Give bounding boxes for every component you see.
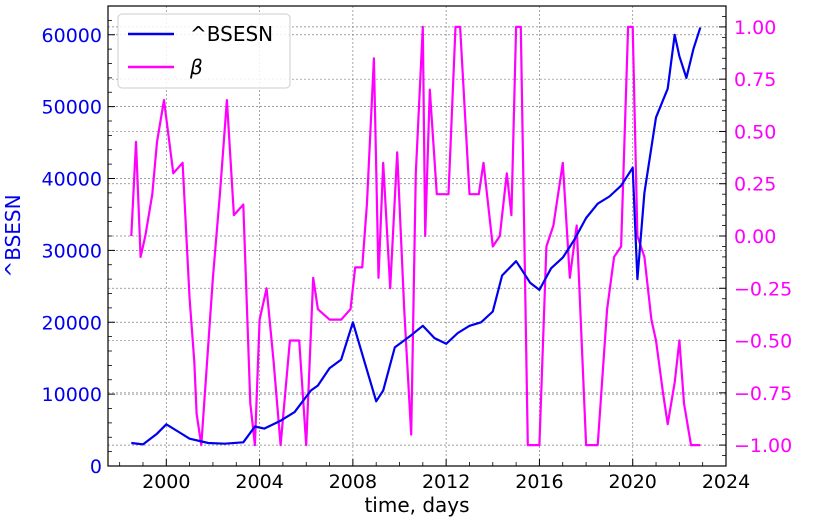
series-line-bsesn (131, 27, 702, 446)
axis-ticks: 2000 2004 2008 2012 2016 2020 2024 0 10000 20000 3… (42, 16, 792, 493)
y-left-tick-label: 0 (90, 456, 102, 478)
y-left-tick-label: 60000 (42, 25, 102, 47)
x-tick-label: 2016 (515, 471, 563, 493)
y-right-tick-label: −0.75 (734, 383, 792, 405)
x-tick-label: 2004 (235, 471, 283, 493)
x-tick-label: 2000 (142, 471, 190, 493)
x-axis-label: time, days (364, 493, 469, 517)
y-left-tick-label: 10000 (42, 384, 102, 406)
y-right-tick-label: 0.50 (734, 121, 776, 143)
y-right-tick-label: −1.00 (734, 435, 792, 457)
y-right-tick-label: −0.50 (734, 331, 792, 353)
x-tick-label: 2012 (422, 471, 470, 493)
y-left-tick-label: 40000 (42, 169, 102, 191)
y-right-tick-label: −0.25 (734, 278, 792, 300)
y-right-tick-label: 0.25 (734, 174, 776, 196)
legend-label-beta: β (189, 55, 203, 79)
y-left-axis-label: ^BSESN (1, 194, 25, 277)
y-right-tick-label: 0.75 (734, 69, 776, 91)
y-left-tick-label: 30000 (42, 240, 102, 262)
legend-box (117, 13, 291, 89)
x-tick-label: 2008 (329, 471, 377, 493)
legend: ^BSESN β (117, 13, 291, 89)
x-tick-label: 2020 (609, 471, 657, 493)
series-lines (130, 25, 702, 447)
y-right-tick-label: 0.00 (734, 226, 776, 248)
y-left-tick-label: 50000 (42, 97, 102, 119)
x-tick-label: 2024 (702, 471, 750, 493)
y-right-tick-label: 1.00 (734, 17, 776, 39)
series-line-beta (130, 25, 701, 447)
legend-label-bsesn: ^BSESN (190, 22, 273, 46)
y-left-tick-label: 20000 (42, 312, 102, 334)
